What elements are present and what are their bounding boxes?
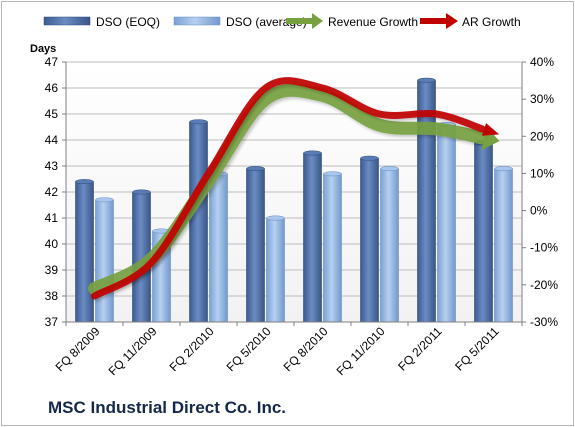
y-tick-label: 45 xyxy=(45,107,59,121)
x-axis-ticks: FQ 8/2009 FQ 11/2009 FQ 2/2010 FQ 5/2010 FQ … xyxy=(53,322,523,378)
bar-dso-eoq xyxy=(303,152,322,323)
x-tick-label: FQ 2/2011 xyxy=(395,324,445,374)
series-lines xyxy=(88,77,500,300)
legend: DSO (EOQ) DSO (average) Revenue Growth A… xyxy=(43,13,521,29)
bar-top-dso-average xyxy=(380,166,399,172)
y-axis-label: Days xyxy=(30,43,56,55)
chart-title: MSC Industrial Direct Co. Inc. xyxy=(48,398,287,417)
legend-swatch-dso-eoq xyxy=(43,16,91,26)
bar-dso-average xyxy=(266,217,285,323)
x-tick-label: FQ 8/2009 xyxy=(53,324,103,374)
bar-dso-eoq xyxy=(189,121,208,323)
bar-top-dso-average xyxy=(323,171,342,177)
y-tick-label: 42 xyxy=(45,185,59,199)
bars xyxy=(75,77,513,323)
y-tick-label: 47 xyxy=(45,55,59,69)
y2-tick-label: 10% xyxy=(530,166,554,180)
legend-item-revenue-growth: Revenue Growth xyxy=(286,13,418,29)
legend-label-dso-eoq: DSO (EOQ) xyxy=(96,15,160,29)
bar-dso-average xyxy=(494,168,513,323)
bar-dso-average xyxy=(209,173,228,323)
bar-dso-eoq xyxy=(75,181,94,323)
y-tick-label: 37 xyxy=(45,315,59,329)
x-tick-label: FQ 11/2010 xyxy=(334,324,388,378)
y-tick-label: 43 xyxy=(45,159,59,173)
ar-growth-arrowhead xyxy=(481,123,500,136)
y2-axis-ticks: -30% -20% -10% 0% 10% 20% 30% 40% xyxy=(522,55,558,329)
bar-top-dso-average xyxy=(266,215,285,221)
legend-arrow-ar-growth xyxy=(420,13,458,29)
bar-dso-eoq xyxy=(246,168,265,323)
bar-top-dso-eoq xyxy=(75,179,94,185)
bar-top-dso-eoq xyxy=(303,150,322,156)
y-tick-label: 46 xyxy=(45,81,59,95)
x-tick-label: FQ 8/2010 xyxy=(281,324,331,374)
bar-dso-average xyxy=(95,199,114,323)
y-axis-ticks: 37 38 39 40 41 42 43 44 45 46 47 xyxy=(45,55,66,329)
y-tick-label: 44 xyxy=(45,133,59,147)
y2-tick-label: 30% xyxy=(530,92,554,106)
bar-top-dso-eoq xyxy=(189,119,208,125)
bar-dso-eoq xyxy=(360,157,379,323)
y2-tick-label: 20% xyxy=(530,129,554,143)
bar-top-dso-average xyxy=(494,166,513,172)
bar-dso-average xyxy=(323,173,342,323)
y2-tick-label: -30% xyxy=(530,315,558,329)
legend-label-revenue-growth: Revenue Growth xyxy=(328,15,418,29)
legend-arrow-revenue-growth xyxy=(286,13,323,29)
bar-top-dso-eoq xyxy=(132,189,151,195)
y2-tick-label: 0% xyxy=(530,204,548,218)
y-tick-label: 40 xyxy=(45,237,59,251)
y-tick-label: 38 xyxy=(45,289,59,303)
y-tick-label: 39 xyxy=(45,263,59,277)
legend-item-ar-growth: AR Growth xyxy=(420,13,521,29)
bar-top-dso-eoq xyxy=(417,77,436,83)
x-tick-label: FQ 5/2010 xyxy=(224,324,274,374)
bar-top-dso-average xyxy=(95,197,114,203)
bar-top-dso-eoq xyxy=(360,155,379,161)
legend-item-dso-eoq: DSO (EOQ) xyxy=(43,15,160,29)
x-tick-label: FQ 11/2009 xyxy=(106,324,160,378)
bar-top-dso-eoq xyxy=(246,166,265,172)
legend-swatch-dso-average xyxy=(173,16,221,26)
bar-dso-average xyxy=(380,168,399,323)
legend-label-ar-growth: AR Growth xyxy=(462,15,521,29)
x-tick-label: FQ 5/2011 xyxy=(452,324,502,374)
x-tick-label: FQ 2/2010 xyxy=(167,324,217,374)
y-tick-label: 41 xyxy=(45,211,59,225)
bar-dso-eoq xyxy=(474,142,493,323)
bar-dso-average xyxy=(437,124,456,323)
ar-growth-line xyxy=(91,77,486,300)
y2-tick-label: 40% xyxy=(530,55,554,69)
y2-tick-label: -10% xyxy=(530,241,558,255)
y2-tick-label: -20% xyxy=(530,278,558,292)
